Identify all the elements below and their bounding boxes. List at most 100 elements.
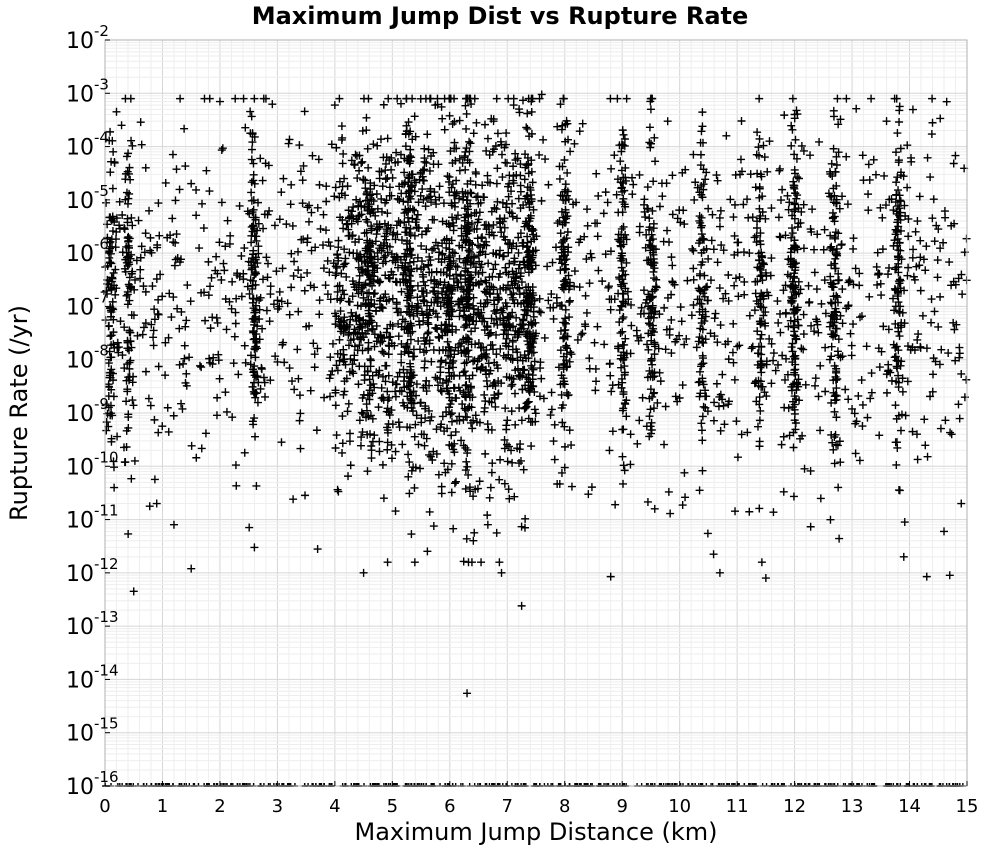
data-point	[606, 572, 615, 581]
data-point	[136, 253, 145, 262]
data-point	[404, 472, 413, 481]
data-point	[366, 254, 375, 263]
data-point	[549, 314, 558, 323]
data-point	[562, 191, 571, 200]
data-point	[821, 343, 830, 352]
data-point	[338, 412, 347, 421]
data-point	[429, 160, 438, 169]
data-point	[655, 202, 664, 211]
data-point	[110, 483, 119, 492]
data-point	[266, 376, 275, 385]
data-point	[334, 243, 343, 252]
data-point	[560, 463, 569, 472]
data-point	[775, 166, 784, 175]
data-point	[361, 329, 370, 338]
data-point	[259, 224, 268, 233]
data-point	[344, 399, 353, 408]
data-point	[757, 361, 766, 370]
data-point	[309, 339, 318, 348]
data-point	[724, 270, 733, 279]
data-point	[393, 158, 402, 167]
data-point	[434, 280, 443, 289]
data-point	[492, 205, 501, 214]
data-point	[887, 195, 896, 204]
data-point	[810, 327, 819, 336]
data-point	[421, 414, 430, 423]
data-point	[217, 146, 226, 155]
data-point	[407, 466, 416, 475]
data-point	[115, 221, 124, 230]
data-point	[928, 387, 937, 396]
data-point	[451, 156, 460, 165]
data-point	[719, 401, 728, 410]
data-point	[446, 400, 455, 409]
x-tick-label: 4	[329, 796, 340, 817]
data-point	[527, 318, 536, 327]
data-point	[729, 319, 738, 328]
data-point	[108, 297, 117, 306]
y-tick-label: 10-7	[66, 288, 109, 320]
data-point	[858, 422, 867, 431]
data-point	[605, 360, 614, 369]
data-point	[406, 321, 415, 330]
data-point	[438, 114, 447, 123]
data-point	[457, 231, 466, 240]
data-point	[875, 431, 884, 440]
data-point	[937, 345, 946, 354]
data-point	[476, 365, 485, 374]
data-point	[639, 286, 648, 295]
data-point	[106, 371, 115, 380]
data-point	[445, 285, 454, 294]
data-point	[751, 277, 760, 286]
data-point	[697, 223, 706, 232]
data-point	[842, 152, 851, 161]
data-point	[471, 485, 480, 494]
data-point	[898, 387, 907, 396]
data-point	[404, 156, 413, 165]
data-point	[465, 391, 474, 400]
data-point	[468, 424, 477, 433]
data-point	[259, 94, 268, 103]
data-point	[617, 263, 626, 272]
data-point	[360, 376, 369, 385]
data-point	[182, 381, 191, 390]
data-point	[120, 225, 129, 234]
data-point	[462, 227, 471, 236]
data-point	[806, 466, 815, 475]
data-point	[114, 348, 123, 357]
data-point	[433, 313, 442, 322]
data-point	[939, 238, 948, 247]
data-point	[507, 209, 516, 218]
data-point	[382, 225, 391, 234]
data-point	[526, 417, 535, 426]
data-point	[288, 221, 297, 230]
data-point	[871, 170, 880, 179]
data-point	[449, 281, 458, 290]
data-point	[262, 253, 271, 262]
data-point	[133, 331, 142, 340]
data-point	[606, 305, 615, 314]
data-point	[565, 357, 574, 366]
data-point	[104, 422, 113, 431]
data-point	[147, 248, 156, 257]
data-point	[500, 143, 509, 152]
data-point	[783, 370, 792, 379]
data-point	[405, 489, 414, 498]
data-point	[464, 280, 473, 289]
data-point	[409, 345, 418, 354]
data-point	[493, 129, 502, 138]
data-point	[427, 276, 436, 285]
data-point	[249, 258, 258, 267]
data-point	[525, 203, 534, 212]
data-point	[556, 229, 565, 238]
data-point	[422, 301, 431, 310]
data-point	[872, 262, 881, 271]
data-point	[403, 198, 412, 207]
data-point	[141, 229, 150, 238]
data-point	[109, 147, 118, 156]
data-point	[233, 269, 242, 278]
data-point	[489, 145, 498, 154]
data-point	[402, 341, 411, 350]
data-point	[223, 216, 232, 225]
data-point	[529, 205, 538, 214]
